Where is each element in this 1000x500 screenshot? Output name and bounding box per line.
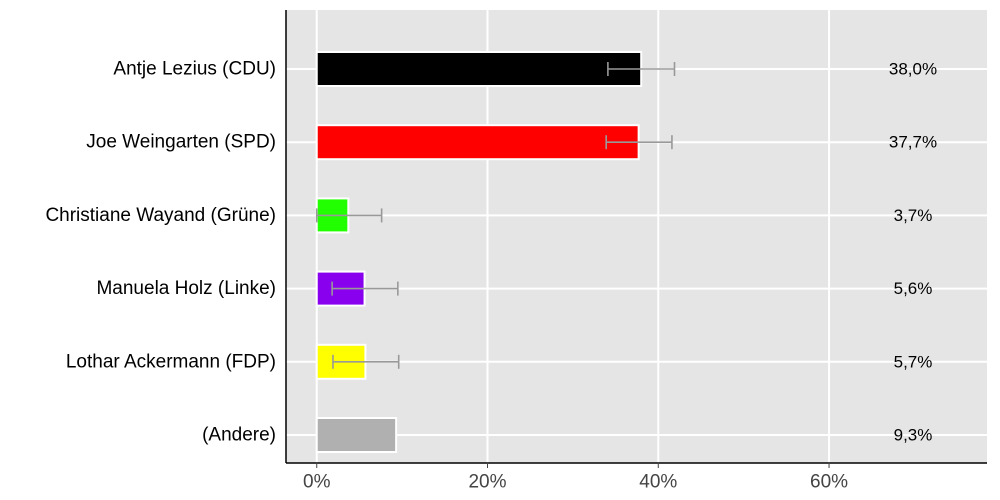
error-bar [605, 135, 673, 150]
bars [315, 51, 643, 453]
value-label: 9,3% [894, 426, 933, 445]
bar [315, 124, 640, 161]
category-label: Antje Lezius (CDU) [113, 59, 276, 80]
x-tick-label: 60% [810, 472, 848, 493]
value-label: 37,7% [889, 133, 937, 152]
error-bar [607, 62, 676, 76]
value-label: 5,6% [894, 279, 933, 298]
x-tick-labels: 0% 20% 40% 60% [303, 472, 848, 493]
value-label: 38,0% [889, 60, 937, 79]
x-tick-label: 0% [303, 472, 331, 493]
error-bars [315, 62, 676, 369]
error-bar [331, 281, 399, 296]
bar [315, 51, 643, 87]
value-label: 3,7% [894, 206, 933, 225]
category-label: Joe Weingarten (SPD) [86, 132, 276, 153]
axes [285, 10, 987, 468]
error-bar [332, 354, 400, 369]
category-label: Manuela Holz (Linke) [96, 278, 276, 299]
x-tick-label: 40% [639, 472, 677, 493]
category-label: Lothar Ackermann (FDP) [66, 351, 276, 372]
bar [315, 417, 398, 453]
category-label: Christiane Wayand (Grüne) [45, 205, 276, 226]
value-label: 5,7% [894, 352, 933, 371]
value-labels: 38,0% 37,7% 3,7% 5,6% 5,7% 9,3% [889, 60, 937, 445]
category-label: (Andere) [202, 425, 276, 446]
error-bar [315, 208, 383, 223]
x-tick-label: 20% [468, 472, 506, 493]
category-labels: Antje Lezius (CDU) Joe Weingarten (SPD) Ch… [45, 59, 276, 446]
